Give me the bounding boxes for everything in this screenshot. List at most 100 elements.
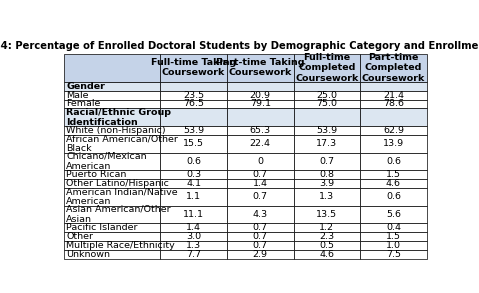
Bar [227, 91, 294, 100]
Text: Other Latino/Hispanic: Other Latino/Hispanic [66, 179, 169, 188]
Text: 1.4: 1.4 [186, 223, 201, 232]
Bar [64, 241, 160, 250]
Text: 2.3: 2.3 [319, 232, 334, 241]
Text: 0.8: 0.8 [319, 170, 334, 179]
Bar [64, 126, 160, 135]
Bar [227, 241, 294, 250]
Bar [294, 250, 360, 258]
Text: 4.1: 4.1 [186, 179, 201, 188]
Text: White (non-Hispanic): White (non-Hispanic) [66, 126, 166, 135]
Text: 0.7: 0.7 [253, 170, 268, 179]
Text: Table 44: Percentage of Enrolled Doctoral Students by Demographic Category and E: Table 44: Percentage of Enrolled Doctora… [0, 41, 479, 51]
Text: 13.9: 13.9 [383, 139, 404, 148]
Text: 0.3: 0.3 [186, 170, 201, 179]
Bar [160, 82, 227, 91]
Text: 1.4: 1.4 [253, 179, 268, 188]
Text: 15.5: 15.5 [183, 139, 204, 148]
Bar [227, 108, 294, 126]
Text: 79.1: 79.1 [250, 100, 271, 108]
Bar [64, 108, 160, 126]
Bar [360, 135, 427, 153]
Text: 5.6: 5.6 [386, 210, 401, 219]
Text: 1.5: 1.5 [386, 232, 401, 241]
Text: 4.6: 4.6 [386, 179, 401, 188]
Bar [227, 126, 294, 135]
Bar [294, 179, 360, 188]
Text: 0.5: 0.5 [319, 241, 334, 250]
Bar [160, 170, 227, 179]
Text: 0.6: 0.6 [386, 192, 401, 201]
Bar [227, 179, 294, 188]
Bar [64, 100, 160, 108]
Bar [227, 54, 294, 82]
Bar [360, 241, 427, 250]
Bar [294, 188, 360, 205]
Text: Full-time
Completed
Coursework: Full-time Completed Coursework [295, 53, 358, 83]
Bar [360, 188, 427, 205]
Text: American Indian/Native
American: American Indian/Native American [66, 187, 178, 206]
Bar [360, 54, 427, 82]
Text: Part-time
Completed
Coursework: Part-time Completed Coursework [362, 53, 425, 83]
Text: 4.6: 4.6 [319, 250, 334, 259]
Text: 13.5: 13.5 [316, 210, 337, 219]
Bar [160, 232, 227, 241]
Text: 1.3: 1.3 [186, 241, 201, 250]
Bar [160, 135, 227, 153]
Bar [64, 223, 160, 232]
Text: Pacific Islander: Pacific Islander [66, 223, 137, 232]
Text: 1.0: 1.0 [386, 241, 401, 250]
Bar [294, 91, 360, 100]
Text: 65.3: 65.3 [250, 126, 271, 135]
Text: 0: 0 [257, 157, 263, 166]
Bar [160, 188, 227, 205]
Bar [227, 223, 294, 232]
Bar [294, 135, 360, 153]
Text: Male: Male [66, 91, 89, 100]
Text: 20.9: 20.9 [250, 91, 271, 100]
Text: 7.7: 7.7 [186, 250, 201, 259]
Bar [294, 232, 360, 241]
Bar [227, 170, 294, 179]
Text: Gender: Gender [66, 82, 105, 91]
Bar [227, 232, 294, 241]
Bar [294, 205, 360, 223]
Text: Other: Other [66, 232, 93, 241]
Bar [360, 100, 427, 108]
Text: 1.2: 1.2 [319, 223, 334, 232]
Bar [360, 91, 427, 100]
Text: 4.3: 4.3 [252, 210, 268, 219]
Text: 1.3: 1.3 [319, 192, 334, 201]
Bar [294, 82, 360, 91]
Bar [294, 153, 360, 170]
Text: 7.5: 7.5 [386, 250, 401, 259]
Bar [360, 179, 427, 188]
Text: 78.6: 78.6 [383, 100, 404, 108]
Text: 11.1: 11.1 [183, 210, 204, 219]
Bar [160, 179, 227, 188]
Bar [160, 100, 227, 108]
Text: Part-time Taking
Coursework: Part-time Taking Coursework [216, 58, 305, 77]
Text: 0.7: 0.7 [319, 157, 334, 166]
Bar [227, 100, 294, 108]
Text: 2.9: 2.9 [253, 250, 268, 259]
Bar [227, 82, 294, 91]
Text: Puerto Rican: Puerto Rican [66, 170, 126, 179]
Text: 62.9: 62.9 [383, 126, 404, 135]
Text: Unknown: Unknown [66, 250, 110, 259]
Text: Racial/Ethnic Group
Identification: Racial/Ethnic Group Identification [66, 108, 171, 127]
Bar [227, 250, 294, 258]
Bar [294, 100, 360, 108]
Bar [64, 250, 160, 258]
Bar [227, 153, 294, 170]
Bar [64, 135, 160, 153]
Text: 0.7: 0.7 [253, 223, 268, 232]
Text: 0.4: 0.4 [386, 223, 401, 232]
Bar [64, 188, 160, 205]
Bar [360, 153, 427, 170]
Bar [64, 91, 160, 100]
Text: 53.9: 53.9 [183, 126, 204, 135]
Text: 23.5: 23.5 [183, 91, 204, 100]
Text: 76.5: 76.5 [183, 100, 204, 108]
Bar [360, 126, 427, 135]
Bar [294, 241, 360, 250]
